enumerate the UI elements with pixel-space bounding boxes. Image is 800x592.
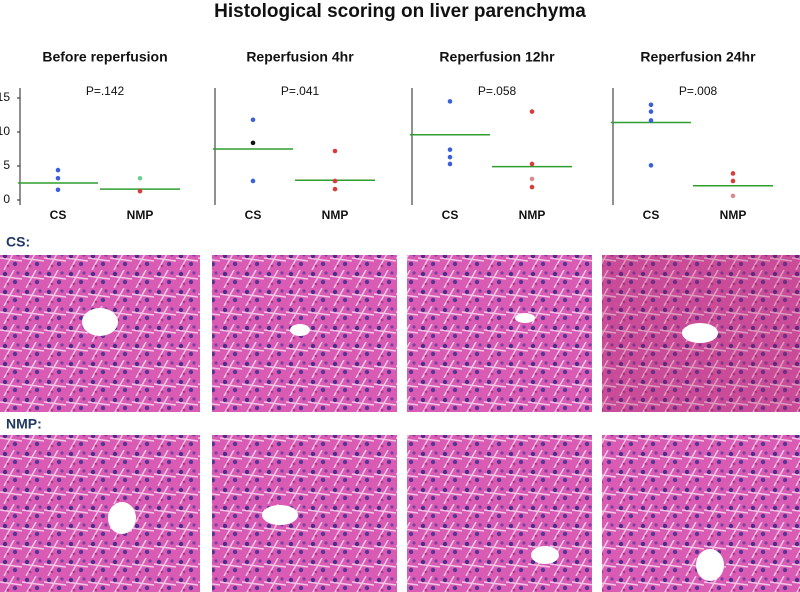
data-point bbox=[530, 162, 535, 167]
data-point bbox=[333, 149, 338, 154]
p-value: P=.058 bbox=[478, 84, 517, 98]
y-tick-label: 10 bbox=[0, 124, 10, 138]
data-point bbox=[138, 189, 143, 194]
y-tick-label: 0 bbox=[3, 192, 10, 206]
data-point bbox=[649, 118, 654, 123]
panel-title: Before reperfusion bbox=[42, 49, 167, 65]
data-point bbox=[138, 176, 143, 181]
x-tick-label: NMP bbox=[322, 208, 349, 222]
data-point bbox=[448, 99, 453, 104]
data-point bbox=[251, 117, 256, 122]
data-point bbox=[448, 162, 453, 167]
data-point bbox=[251, 141, 256, 146]
data-point bbox=[649, 103, 654, 108]
p-value: P=.008 bbox=[679, 84, 718, 98]
data-point bbox=[333, 179, 338, 184]
data-point bbox=[251, 179, 256, 184]
data-point bbox=[56, 188, 61, 193]
p-value: P=.041 bbox=[281, 84, 320, 98]
x-tick-label: CS bbox=[442, 208, 459, 222]
x-tick-label: NMP bbox=[720, 208, 747, 222]
x-tick-label: CS bbox=[245, 208, 262, 222]
panel-title: Reperfusion 4hr bbox=[246, 49, 354, 65]
data-point bbox=[649, 163, 654, 168]
y-tick-label: 15 bbox=[0, 90, 10, 104]
data-point bbox=[448, 155, 453, 160]
data-point bbox=[530, 185, 535, 190]
data-point bbox=[333, 187, 338, 192]
p-value: P=.142 bbox=[86, 84, 125, 98]
histology-images bbox=[0, 255, 800, 592]
x-tick-label: CS bbox=[643, 208, 660, 222]
row-label: CS: bbox=[6, 234, 30, 250]
y-tick-label: 5 bbox=[3, 158, 10, 172]
figure-title: Histological scoring on liver parenchyma bbox=[214, 1, 586, 22]
data-point bbox=[56, 176, 61, 181]
row-label: NMP: bbox=[6, 416, 42, 432]
data-point bbox=[731, 194, 736, 199]
panel-title: Reperfusion 24hr bbox=[640, 49, 756, 65]
x-tick-label: CS bbox=[50, 208, 67, 222]
panel-title: Reperfusion 12hr bbox=[439, 49, 555, 65]
data-point bbox=[530, 177, 535, 182]
data-point bbox=[56, 168, 61, 173]
x-tick-label: NMP bbox=[127, 208, 154, 222]
data-point bbox=[731, 179, 736, 184]
data-point bbox=[731, 171, 736, 176]
data-point bbox=[448, 147, 453, 152]
x-tick-label: NMP bbox=[519, 208, 546, 222]
data-point bbox=[649, 109, 654, 114]
data-point bbox=[530, 109, 535, 114]
